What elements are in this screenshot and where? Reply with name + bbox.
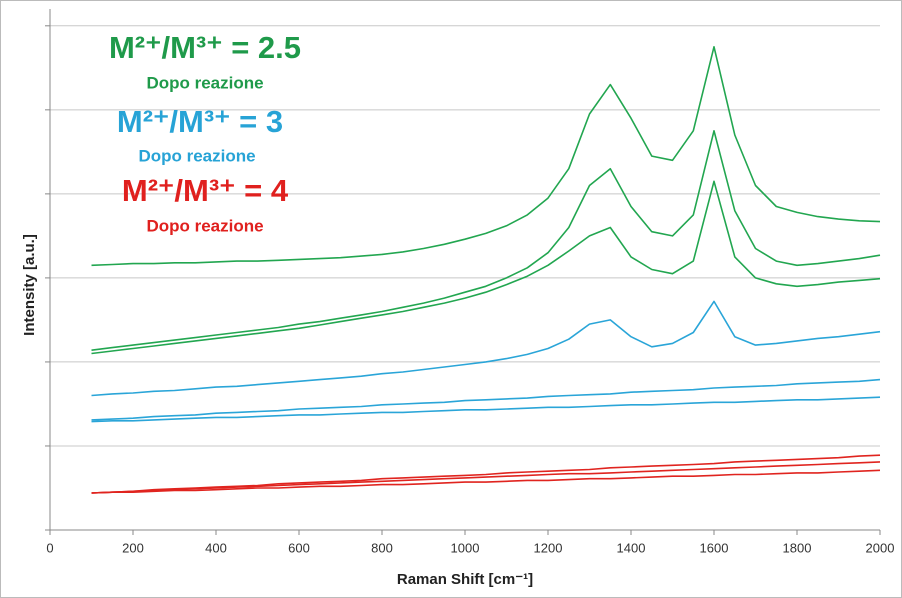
x-tick-label: 1800 [783, 540, 812, 555]
x-axis-label: Raman Shift [cm⁻¹] [397, 571, 533, 588]
x-tick-label: 0 [46, 540, 53, 555]
annotation: Dopo reazione [146, 216, 263, 235]
x-tick-label: 400 [205, 540, 227, 555]
spectrum-line [91, 461, 881, 494]
spectrum-line [91, 396, 881, 423]
spectrum-line [91, 46, 881, 267]
spectrum-line [91, 130, 881, 351]
spectrum-line [91, 469, 881, 494]
y-axis-label: Intensity [a.u.] [21, 234, 38, 336]
x-tick-label: 1000 [451, 540, 480, 555]
spectrum-line [91, 180, 881, 355]
x-tick-label: 1200 [534, 540, 563, 555]
spectrum-line [91, 378, 881, 421]
spectrum-line [91, 454, 881, 494]
spectrum-line [91, 300, 881, 397]
x-tick-label: 800 [371, 540, 393, 555]
annotation: Dopo reazione [138, 146, 255, 165]
x-tick-label: 1600 [700, 540, 729, 555]
annotation: M²⁺/M³⁺ = 2.5 [109, 30, 301, 65]
annotation: Dopo reazione [146, 73, 263, 92]
annotation: M²⁺/M³⁺ = 3 [117, 104, 283, 139]
x-tick-label: 600 [288, 540, 310, 555]
annotation: M²⁺/M³⁺ = 4 [122, 173, 289, 208]
x-tick-label: 200 [122, 540, 144, 555]
x-tick-label: 2000 [866, 540, 895, 555]
x-tick-label: 1400 [617, 540, 646, 555]
